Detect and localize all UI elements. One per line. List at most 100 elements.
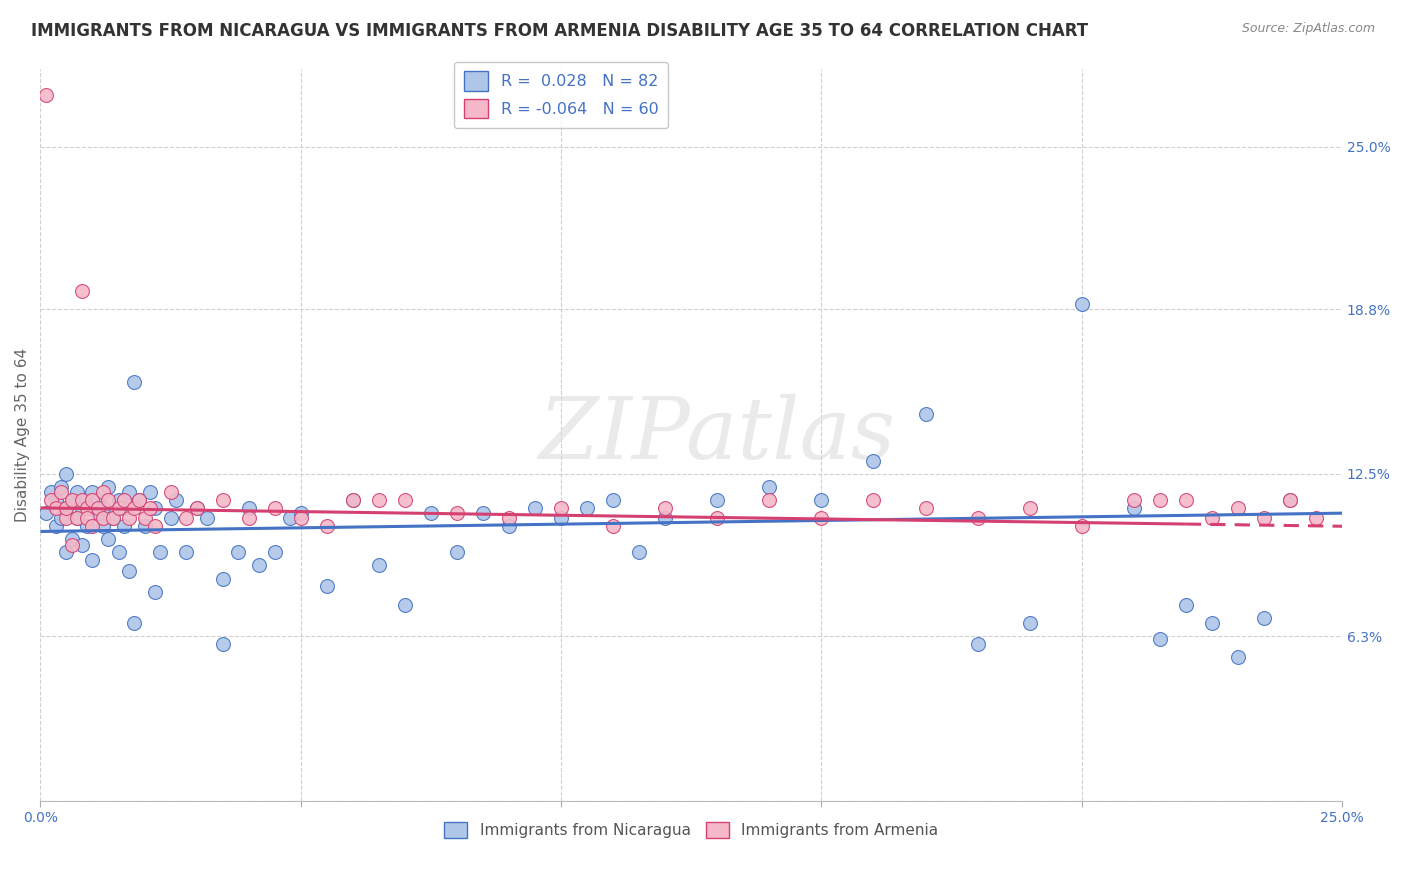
Point	[186, 500, 208, 515]
Point	[70, 493, 93, 508]
Point	[122, 376, 145, 390]
Point	[758, 493, 780, 508]
Point	[1253, 611, 1275, 625]
Point	[134, 511, 156, 525]
Point	[103, 511, 125, 525]
Point	[107, 500, 129, 515]
Point	[70, 537, 93, 551]
Point	[55, 467, 77, 481]
Point	[107, 545, 129, 559]
Point	[524, 500, 547, 515]
Point	[1278, 493, 1301, 508]
Point	[118, 511, 141, 525]
Point	[55, 511, 77, 525]
Point	[290, 506, 312, 520]
Point	[45, 500, 67, 515]
Point	[342, 493, 364, 508]
Point	[810, 511, 832, 525]
Point	[60, 493, 83, 508]
Point	[82, 519, 104, 533]
Text: Source: ZipAtlas.com: Source: ZipAtlas.com	[1241, 22, 1375, 36]
Point	[471, 506, 494, 520]
Point	[1278, 493, 1301, 508]
Point	[602, 519, 624, 533]
Point	[446, 545, 468, 559]
Point	[628, 545, 651, 559]
Point	[128, 493, 150, 508]
Point	[706, 493, 728, 508]
Point	[34, 87, 56, 102]
Point	[315, 519, 337, 533]
Point	[1070, 297, 1092, 311]
Point	[263, 545, 285, 559]
Point	[86, 500, 108, 515]
Point	[55, 500, 77, 515]
Point	[1174, 598, 1197, 612]
Point	[91, 511, 114, 525]
Point	[342, 493, 364, 508]
Point	[66, 485, 89, 500]
Point	[654, 500, 676, 515]
Point	[211, 572, 233, 586]
Point	[914, 407, 936, 421]
Point	[1122, 500, 1144, 515]
Point	[1018, 500, 1040, 515]
Point	[60, 493, 83, 508]
Point	[118, 485, 141, 500]
Point	[139, 485, 162, 500]
Point	[1305, 511, 1327, 525]
Point	[55, 500, 77, 515]
Point	[862, 454, 884, 468]
Point	[91, 500, 114, 515]
Point	[654, 511, 676, 525]
Point	[97, 533, 120, 547]
Point	[394, 493, 416, 508]
Point	[76, 519, 98, 533]
Point	[70, 500, 93, 515]
Point	[1174, 493, 1197, 508]
Point	[76, 493, 98, 508]
Point	[128, 493, 150, 508]
Point	[394, 598, 416, 612]
Point	[706, 511, 728, 525]
Point	[51, 480, 73, 494]
Point	[149, 545, 172, 559]
Point	[1149, 632, 1171, 646]
Point	[118, 564, 141, 578]
Point	[247, 558, 270, 573]
Point	[419, 506, 441, 520]
Point	[112, 519, 135, 533]
Point	[174, 545, 197, 559]
Point	[159, 485, 181, 500]
Point	[186, 500, 208, 515]
Point	[367, 493, 389, 508]
Point	[60, 537, 83, 551]
Point	[226, 545, 249, 559]
Point	[107, 493, 129, 508]
Point	[550, 511, 572, 525]
Point	[45, 519, 67, 533]
Point	[238, 511, 260, 525]
Point	[112, 493, 135, 508]
Point	[143, 584, 166, 599]
Point	[86, 506, 108, 520]
Point	[914, 500, 936, 515]
Point	[174, 511, 197, 525]
Point	[1226, 650, 1249, 665]
Text: IMMIGRANTS FROM NICARAGUA VS IMMIGRANTS FROM ARMENIA DISABILITY AGE 35 TO 64 COR: IMMIGRANTS FROM NICARAGUA VS IMMIGRANTS …	[31, 22, 1088, 40]
Point	[810, 493, 832, 508]
Point	[76, 500, 98, 515]
Point	[315, 579, 337, 593]
Point	[134, 519, 156, 533]
Point	[82, 493, 104, 508]
Point	[367, 558, 389, 573]
Point	[159, 511, 181, 525]
Point	[238, 500, 260, 515]
Legend: Immigrants from Nicaragua, Immigrants from Armenia: Immigrants from Nicaragua, Immigrants fr…	[439, 816, 945, 845]
Point	[1018, 615, 1040, 630]
Point	[82, 553, 104, 567]
Point	[576, 500, 599, 515]
Point	[122, 500, 145, 515]
Point	[39, 485, 62, 500]
Point	[1201, 511, 1223, 525]
